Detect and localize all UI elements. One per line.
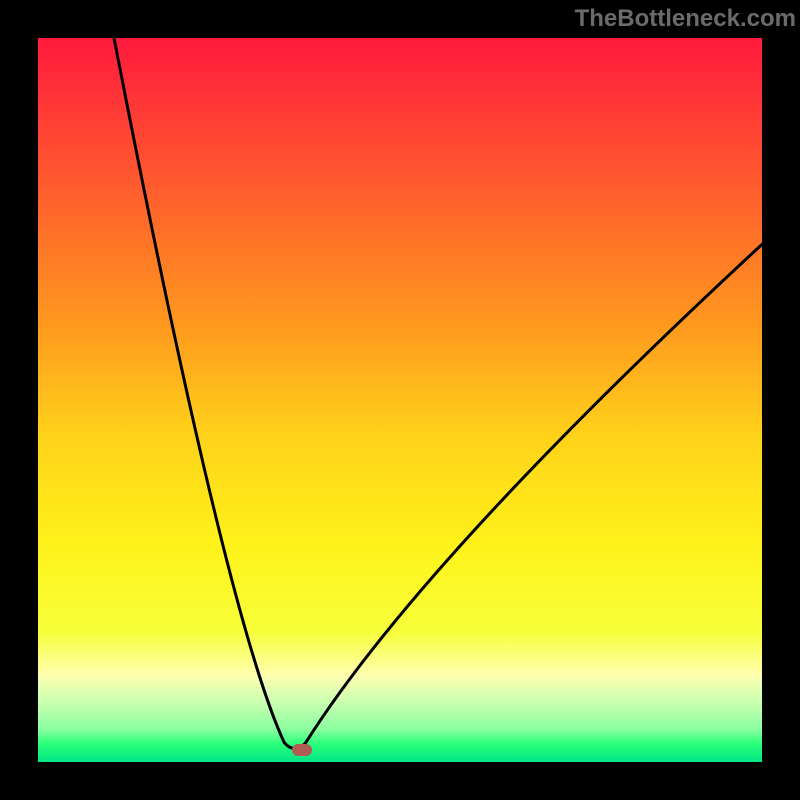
watermark-text: TheBottleneck.com bbox=[575, 0, 796, 38]
chart-root: TheBottleneck.com bbox=[0, 0, 800, 800]
optimal-point-marker bbox=[292, 744, 312, 756]
gradient-background bbox=[38, 38, 762, 762]
